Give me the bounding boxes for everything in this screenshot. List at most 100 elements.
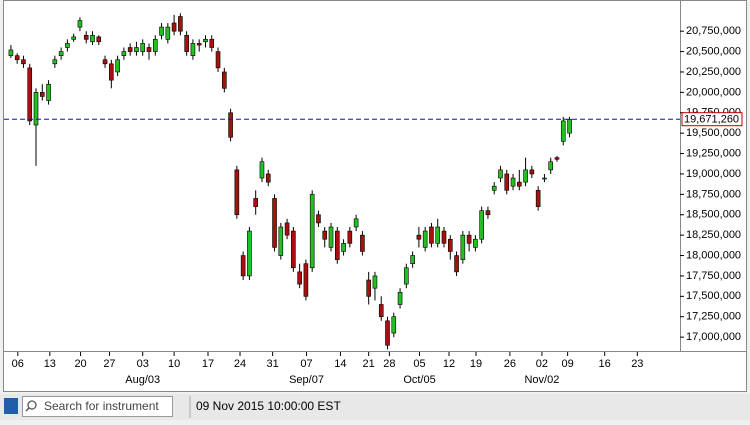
search-placeholder[interactable]: Search for instrument bbox=[44, 399, 159, 413]
x-tick-label: 27 bbox=[103, 358, 115, 370]
candle-body bbox=[165, 26, 171, 40]
search-box[interactable] bbox=[22, 396, 173, 417]
candle-body bbox=[215, 51, 221, 69]
candle-body bbox=[309, 194, 315, 269]
candle-body bbox=[316, 214, 321, 224]
candle-body bbox=[322, 230, 328, 240]
candle-body bbox=[397, 291, 403, 305]
x-tick-label: 02 bbox=[536, 358, 548, 370]
candle-body bbox=[498, 169, 503, 179]
candle-body bbox=[184, 34, 189, 52]
candle-body bbox=[90, 34, 95, 43]
candle-body bbox=[265, 173, 271, 183]
x-tick-label: 21 bbox=[363, 358, 375, 370]
candle-body bbox=[441, 230, 447, 244]
x-tick-label: 14 bbox=[334, 358, 346, 370]
candle-body bbox=[303, 263, 309, 297]
candle-body bbox=[410, 255, 415, 265]
candle-body bbox=[523, 169, 528, 183]
month-label: Aug/03 bbox=[125, 374, 160, 386]
candle-body bbox=[554, 157, 560, 160]
candle-body bbox=[485, 210, 491, 216]
candle-body bbox=[196, 43, 202, 46]
candle-body bbox=[529, 169, 535, 175]
x-tick-label: 13 bbox=[44, 358, 56, 370]
candle-body bbox=[159, 26, 164, 36]
x-tick-label: 17 bbox=[202, 358, 214, 370]
x-tick-label: 28 bbox=[383, 358, 395, 370]
candle-body bbox=[109, 63, 114, 81]
candle-body bbox=[517, 181, 522, 187]
candle-body bbox=[560, 120, 566, 142]
candle-body bbox=[473, 238, 478, 248]
candle-body bbox=[140, 43, 146, 52]
candle-body bbox=[391, 316, 397, 334]
x-tick-label: 16 bbox=[599, 358, 611, 370]
candle-body bbox=[567, 118, 572, 134]
candle-body bbox=[33, 92, 39, 126]
candle-body bbox=[21, 59, 26, 65]
candle-body bbox=[454, 255, 459, 273]
month-label: Nov/02 bbox=[524, 374, 559, 386]
candle-body bbox=[127, 47, 133, 52]
month-label: Oct/05 bbox=[403, 374, 435, 386]
candle-body bbox=[460, 234, 466, 260]
candle-body bbox=[247, 230, 252, 277]
current-price-label: 19,671,260 bbox=[684, 114, 739, 126]
x-tick-label: 10 bbox=[168, 358, 180, 370]
candle-body bbox=[27, 67, 33, 122]
y-tick-label: 17,500,000 bbox=[686, 290, 741, 302]
candle-body bbox=[404, 267, 409, 285]
candle-body bbox=[228, 112, 233, 138]
candle-body bbox=[385, 320, 390, 346]
candle-body bbox=[479, 210, 484, 240]
candle-body bbox=[102, 59, 108, 65]
candle-body bbox=[65, 43, 70, 48]
candle-body bbox=[278, 226, 284, 256]
candle-body bbox=[39, 92, 45, 97]
candle-body bbox=[542, 177, 547, 180]
candle-body bbox=[8, 49, 14, 56]
y-tick-label: 20,000,000 bbox=[686, 86, 741, 98]
x-tick-label: 23 bbox=[631, 358, 643, 370]
candle-body bbox=[178, 16, 183, 32]
candle-body bbox=[447, 238, 453, 252]
candle-body bbox=[510, 177, 516, 187]
candle-body bbox=[253, 198, 258, 207]
x-axis-area bbox=[3, 351, 747, 392]
x-tick-label: 31 bbox=[267, 358, 279, 370]
candle-body bbox=[466, 234, 472, 244]
candle-body bbox=[190, 43, 196, 56]
candle-body bbox=[416, 234, 422, 240]
candle-body bbox=[366, 279, 371, 297]
y-tick-label: 17,250,000 bbox=[686, 311, 741, 323]
x-tick-label: 05 bbox=[413, 358, 425, 370]
candle-body bbox=[535, 189, 541, 207]
candle-body bbox=[429, 226, 434, 244]
current-price-box bbox=[681, 112, 743, 127]
y-tick-label: 18,000,000 bbox=[686, 249, 741, 261]
candle-body bbox=[58, 51, 64, 56]
y-tick-label: 19,250,000 bbox=[686, 147, 741, 159]
candle-body bbox=[353, 218, 359, 228]
search-icon-handle bbox=[25, 407, 30, 412]
y-tick-label: 20,250,000 bbox=[686, 66, 741, 78]
x-tick-label: 26 bbox=[504, 358, 516, 370]
x-tick-label: 24 bbox=[234, 358, 246, 370]
candle-body bbox=[240, 255, 246, 277]
candle-body bbox=[152, 39, 158, 52]
candle-body bbox=[291, 230, 296, 269]
candle-body bbox=[121, 51, 127, 56]
y-tick-label: 17,750,000 bbox=[686, 270, 741, 282]
menu-icon[interactable] bbox=[4, 398, 18, 414]
candle-body bbox=[360, 234, 365, 252]
month-label: Sep/07 bbox=[289, 374, 324, 386]
candle-body bbox=[77, 20, 83, 28]
candle-body bbox=[46, 83, 51, 101]
y-axis-area bbox=[680, 0, 747, 352]
x-tick-label: 19 bbox=[470, 358, 482, 370]
candle-body bbox=[71, 36, 76, 40]
candle-body bbox=[548, 161, 554, 171]
